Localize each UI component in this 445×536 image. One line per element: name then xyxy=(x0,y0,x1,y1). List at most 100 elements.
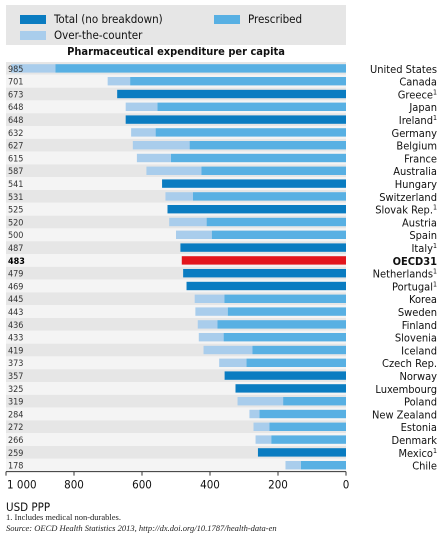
value-label: 525 xyxy=(8,206,23,216)
bar-prescribed xyxy=(170,153,346,163)
value-label: 443 xyxy=(8,308,23,318)
bar-prescribed xyxy=(217,320,346,329)
value-label: 632 xyxy=(8,129,23,139)
legend-label-total: Total (no breakdown) xyxy=(54,12,163,26)
country-label: New Zealand xyxy=(372,408,437,421)
x-tick-label: 200 xyxy=(268,478,288,492)
country-label: Mexico1 xyxy=(398,447,437,460)
country-label: Slovak Rep.1 xyxy=(375,204,437,217)
x-axis-unit-label: USD PPP xyxy=(6,500,51,514)
value-label: 701 xyxy=(8,78,23,88)
bar-prescribed xyxy=(300,461,346,470)
value-label: 178 xyxy=(8,462,23,472)
country-label: Czech Rep. xyxy=(382,357,437,370)
value-label: 541 xyxy=(8,180,23,190)
country-label: Austria xyxy=(402,216,437,229)
country-label: Hungary xyxy=(395,178,437,191)
bar-prescribed xyxy=(201,166,346,175)
x-tick-label: 600 xyxy=(132,478,152,492)
bar-prescribed xyxy=(283,397,346,406)
bar-prescribed xyxy=(193,192,346,201)
bar-otc xyxy=(136,153,171,163)
bar-otc xyxy=(165,192,193,201)
bar-prescribed xyxy=(259,409,346,419)
bar-prescribed xyxy=(155,128,346,137)
bar-otc xyxy=(249,409,260,419)
bar-prescribed xyxy=(211,230,346,239)
value-label: 325 xyxy=(8,385,23,395)
country-label: Germany xyxy=(392,127,438,140)
country-label: Norway xyxy=(399,370,437,383)
value-label: 319 xyxy=(8,398,23,408)
country-label: Italy1 xyxy=(412,242,437,255)
bar-otc xyxy=(132,141,190,150)
legend-label-otc: Over-the-counter xyxy=(54,28,143,42)
bar-total xyxy=(117,89,347,99)
bar-total xyxy=(224,371,346,380)
chart-legend: Total (no breakdown) Prescribed Over-the… xyxy=(6,5,346,45)
country-label: Slovenia xyxy=(395,332,437,345)
country-label: France xyxy=(404,152,437,165)
bar-otc xyxy=(146,166,202,175)
bar-otc xyxy=(198,333,224,342)
bar-otc xyxy=(285,461,301,470)
bar-chart: 985 United States 701 Canada 673 Greece1 648 Ja… xyxy=(5,62,438,492)
bar-otc xyxy=(253,422,270,431)
value-label: 627 xyxy=(8,142,23,152)
bar-otc xyxy=(107,77,131,86)
bar-prescribed xyxy=(271,435,346,444)
bar-total xyxy=(162,179,346,188)
value-label: 648 xyxy=(8,116,23,126)
value-label: 266 xyxy=(8,436,23,446)
legend-swatch-prescribed xyxy=(214,14,240,24)
footnote: 1. Includes medical non-durables. xyxy=(6,512,121,522)
bar-otc xyxy=(194,294,225,303)
value-label: 531 xyxy=(8,193,23,203)
value-label: 357 xyxy=(8,372,23,382)
country-label: Spain xyxy=(409,229,437,242)
bar-total xyxy=(186,281,346,291)
country-label: Japan xyxy=(408,101,437,114)
value-label: 487 xyxy=(8,244,23,254)
value-label: 445 xyxy=(8,295,23,305)
bar-otc xyxy=(197,320,218,329)
country-label: Ireland1 xyxy=(399,114,437,127)
bar-otc xyxy=(176,230,212,239)
bar-prescribed xyxy=(246,358,346,367)
country-label: Switzerland xyxy=(379,191,437,204)
country-label: Finland xyxy=(402,319,437,332)
bar-otc xyxy=(169,217,207,227)
country-label: Portugal1 xyxy=(392,280,437,293)
bar-otc xyxy=(237,397,284,406)
bar-prescribed xyxy=(157,102,346,111)
country-label: Chile xyxy=(412,460,437,473)
country-label: OECD31 xyxy=(393,255,438,268)
value-label: 483 xyxy=(8,257,25,267)
country-label: Belgium xyxy=(396,140,437,153)
country-label: Netherlands1 xyxy=(373,268,437,281)
value-label: 419 xyxy=(8,346,23,356)
value-label: 615 xyxy=(8,154,23,164)
bar-otc xyxy=(131,128,156,137)
value-label: 284 xyxy=(8,410,23,420)
source-note: Source: OECD Health Statistics 2013, htt… xyxy=(6,523,277,533)
value-label: 373 xyxy=(8,359,23,369)
country-label: Denmark xyxy=(392,434,438,447)
bar-total xyxy=(125,115,347,124)
chart-title: Pharmaceutical expenditure per capita xyxy=(67,45,285,58)
country-label: Sweden xyxy=(398,306,437,319)
country-label: Iceland xyxy=(401,344,437,357)
value-label: 479 xyxy=(8,270,23,280)
bar-total xyxy=(183,269,346,278)
legend-item-prescribed: Prescribed xyxy=(214,12,302,26)
bar-otc xyxy=(203,345,253,355)
bar-prescribed xyxy=(223,333,346,342)
country-label: Poland xyxy=(404,396,437,409)
bar-otc xyxy=(11,64,56,73)
country-label: Australia xyxy=(393,165,437,178)
bar-otc xyxy=(255,435,272,444)
bar-otc xyxy=(195,307,228,316)
bar-prescribed xyxy=(206,217,346,227)
value-label: 648 xyxy=(8,103,23,113)
country-label: Estonia xyxy=(401,421,437,434)
